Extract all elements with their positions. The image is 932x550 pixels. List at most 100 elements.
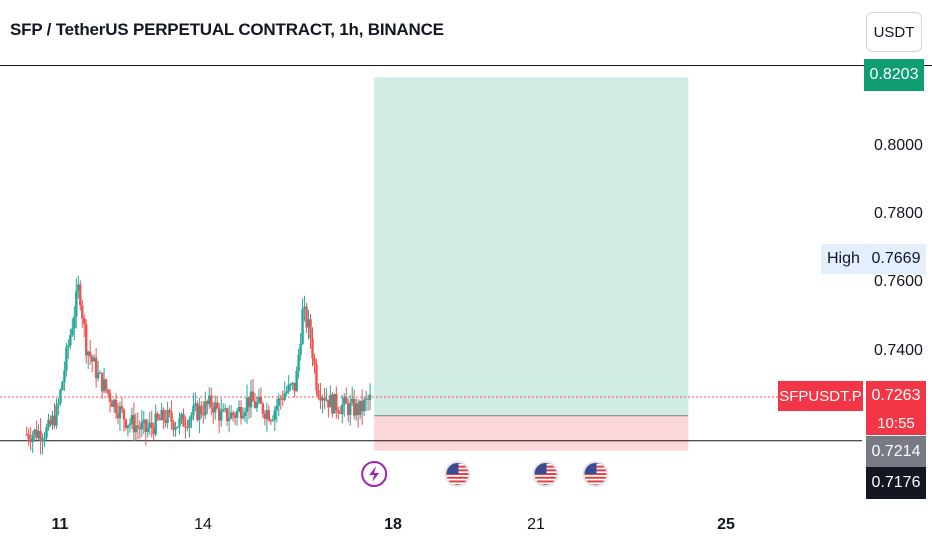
candle-body [67,345,70,348]
candle-body [73,316,76,329]
us-flag-icon[interactable] [444,461,471,487]
candle-body [351,398,354,403]
price-tick-0.7400: 0.7400 [874,342,923,359]
candle-body [168,410,171,413]
us-flag-icon[interactable] [532,461,559,487]
candle-body [41,439,44,442]
candle-body [77,284,80,292]
candle-body [331,394,334,414]
candle-body [325,399,328,401]
candle-body [235,411,239,418]
candle-body [352,398,356,416]
candle-body [360,400,364,412]
candle-body [297,354,300,372]
candle-body [319,396,322,401]
candle-body [301,308,304,344]
candle-body [303,306,306,309]
candle-body [108,393,112,402]
candle-body [281,398,284,400]
candle-body [208,395,211,405]
candle-body [293,382,296,392]
candle-body [43,437,46,440]
candle-body [184,426,187,428]
candle-body [285,391,288,394]
candle-body [57,403,60,405]
candle-body [88,351,92,357]
candle-body [323,397,326,401]
currency-button[interactable]: USDT [866,12,922,52]
candle-body [190,415,193,420]
event-markers[interactable] [361,461,609,487]
candle-body [289,384,292,386]
candle-body [132,414,136,433]
candle-body [116,413,120,419]
candle-body [178,418,181,427]
candle-body [148,422,151,429]
candle-body [212,407,215,413]
candle-body [25,434,28,436]
candle-body [321,397,324,401]
candle-body [90,356,94,362]
candle-body [154,413,157,435]
candle-body [136,425,140,428]
candle-body [158,418,161,421]
candle-body [33,429,36,436]
candle-body [329,394,332,408]
candle-body [356,403,360,415]
candle-body [59,389,62,404]
date-tick-18: 18 [384,516,402,533]
candle-body [341,404,344,414]
candle-body [229,412,233,419]
candle-body [98,372,102,374]
long-position-loss-zone[interactable] [374,415,689,451]
candle-body [283,393,286,400]
candle-body [128,423,132,426]
candle-body [156,413,159,419]
candle-body [255,402,259,408]
candle-body [291,382,294,385]
stop-price-tag: 0.7176 [866,467,926,499]
candle-body [37,431,40,439]
candle-body [110,401,114,407]
candle-body [305,306,308,328]
candle-body [307,319,310,328]
candle-body [221,409,225,411]
flash-icon[interactable] [361,461,388,487]
candle-body [124,419,128,429]
candle-body [259,397,263,404]
candle-body [94,357,98,379]
candle-body [339,412,342,414]
candle-body [92,357,96,362]
long-position-profit-zone[interactable] [374,77,689,416]
candle-body [102,379,106,392]
candle-body [170,412,173,423]
candle-body [188,419,191,428]
candle-body [327,399,330,408]
candle-body [218,408,221,421]
candle-body [271,419,275,421]
candle-body [162,409,165,421]
symbol-tag: SFPUSDT.P [778,381,863,411]
candle-body [202,413,205,416]
candle-body [146,428,149,432]
candle-body [249,391,253,408]
candle-body [83,318,86,325]
candle-body [198,405,201,420]
us-flag-icon[interactable] [582,461,609,487]
candle-body [335,393,338,411]
target-price-tag: 0.8203 [864,59,924,91]
candle-body [267,410,271,421]
candle-body [174,427,177,430]
candle-body [364,398,368,400]
candle-body [247,397,251,408]
candle-body [206,401,209,405]
candle-body [233,415,237,418]
candle-body [39,431,42,442]
candle-body [164,420,167,423]
candle-body [216,402,219,409]
date-tick-14: 14 [194,516,212,533]
candle-body [53,415,56,426]
candle-body [251,391,255,402]
candle-body [214,402,217,413]
